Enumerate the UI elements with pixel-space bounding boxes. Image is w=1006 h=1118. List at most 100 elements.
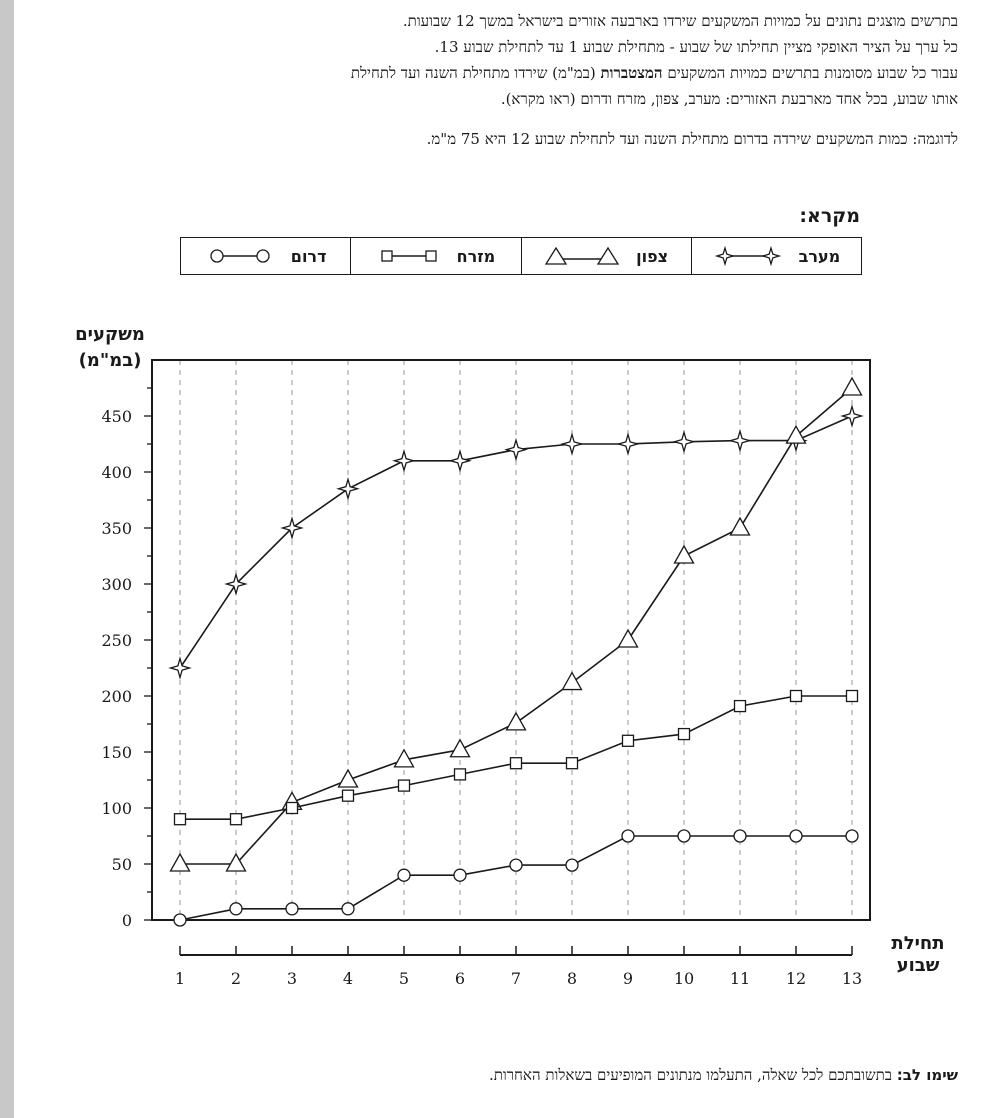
x-tick-label: 1 [175,969,185,988]
legend-label-west: מערב [798,246,841,266]
data-point-west [840,404,864,428]
data-point-south [845,829,859,843]
data-point-south [453,868,467,882]
y-tick-label: 50 [112,855,132,874]
data-point-east [173,813,187,826]
data-point-north [785,424,807,444]
data-point-north [225,852,247,872]
data-point-north [393,748,415,768]
data-point-north [449,738,471,758]
page-side-bar [0,0,14,1118]
data-point-west [560,432,584,456]
data-point-south [677,829,691,843]
x-tick-label: 6 [455,969,465,988]
note-text: בתשובתכם לכל שאלה, התעלמו מנתונים המופיע… [488,1066,892,1084]
y-axis-label: משקעים [75,324,145,345]
x-tick-label: 5 [399,969,409,988]
data-point-east [677,727,691,741]
legend-title: מקרא: [799,205,860,227]
data-point-west [392,448,416,473]
data-point-west [224,572,248,596]
data-point-south [397,868,411,882]
y-tick-label: 350 [101,519,132,538]
data-point-north [673,544,695,564]
y-tick-label: 200 [101,687,132,706]
y-tick-label: 250 [101,631,132,650]
data-point-west [672,429,696,454]
data-point-east [229,813,243,826]
data-point-south [173,913,187,927]
intro-text: בתרשים מוצגים נתונים על כמויות המשקעים ש… [138,8,958,112]
y-tick-label: 150 [101,743,132,762]
data-point-north [169,852,191,872]
x-tick-label: 11 [730,969,750,988]
data-point-south [509,858,523,872]
data-point-east [397,779,411,792]
x-axis-title: תחילת שבוע [878,933,958,977]
x-axis-label-line-1: תחילת [891,933,945,954]
y-tick-label: 100 [101,799,132,818]
legend-triangle-marker-icon [544,246,620,265]
x-tick-label: 4 [343,969,353,988]
x-tick-label: 10 [674,969,694,988]
data-point-west [504,437,528,462]
legend-circle-marker-icon [210,249,270,263]
data-point-north [729,516,751,536]
x-tick-label: 12 [786,969,806,988]
legend-item-west: מערב [690,238,861,274]
x-tick-label: 7 [511,969,521,988]
intro-line-2: כל ערך על הציר האופקי מציין תחילתו של שב… [434,38,958,56]
y-tick-label: 0 [122,911,132,930]
data-point-north [841,376,863,396]
data-point-east [509,757,523,770]
data-point-west [336,476,360,501]
legend: מערב צפון מזרח דרום [180,237,862,275]
x-tick-label: 13 [842,969,862,988]
example-text: לדוגמה: כמות המשקעים שירדה בדרום מתחילת … [426,130,958,148]
data-point-south [621,829,635,843]
data-point-east [845,689,859,703]
data-point-north [337,768,359,788]
legend-label-north: צפון [636,246,669,266]
intro-line-3-start: עבור כל שבוע מסומנות בתרשים כמויות המשקע… [667,64,958,82]
x-tick-label: 2 [231,969,241,988]
data-point-west [448,448,472,473]
y-tick-label: 450 [101,407,132,426]
legend-square-marker-icon [380,250,437,262]
y-tick-label: 400 [101,463,132,482]
data-point-west [728,428,752,453]
x-tick-label: 3 [287,969,297,988]
data-point-east [341,789,355,802]
y-axis-unit: (במ"מ) [78,350,142,371]
note-label: שימו לב: [896,1066,958,1084]
y-axis-title: משקעים (במ"מ) [68,322,152,374]
legend-item-north: צפון [520,238,691,274]
intro-emphasis: המצטברות [600,64,663,82]
data-point-west [616,432,640,456]
data-point-west [280,516,304,540]
legend-star-marker-icon [714,245,781,267]
y-tick-label: 300 [101,575,132,594]
data-point-south [341,902,355,916]
data-point-south [229,902,243,916]
attention-note: שימו לב: בתשובתכם לכל שאלה, התעלמו מנתונ… [489,1066,958,1085]
legend-item-south: דרום [181,238,350,274]
x-tick-label: 8 [567,969,577,988]
data-point-east [453,768,467,781]
x-axis-label-line-2: שבוע [896,955,940,976]
data-point-south [789,829,803,843]
legend-item-east: מזרח [350,238,520,274]
legend-label-east: מזרח [456,246,496,266]
data-point-west [168,656,192,680]
intro-line-1: בתרשים מוצגים נתונים על כמויות המשקעים ש… [402,12,958,30]
data-point-south [285,902,299,916]
data-point-south [733,829,747,843]
intro-line-3: עבור כל שבוע מסומנות בתרשים כמויות המשקע… [138,60,958,86]
data-point-east [565,757,579,770]
data-point-north [561,671,583,691]
data-point-north [617,628,639,648]
data-point-east [621,734,635,747]
data-point-south [565,858,579,872]
x-tick-label: 9 [623,969,633,988]
